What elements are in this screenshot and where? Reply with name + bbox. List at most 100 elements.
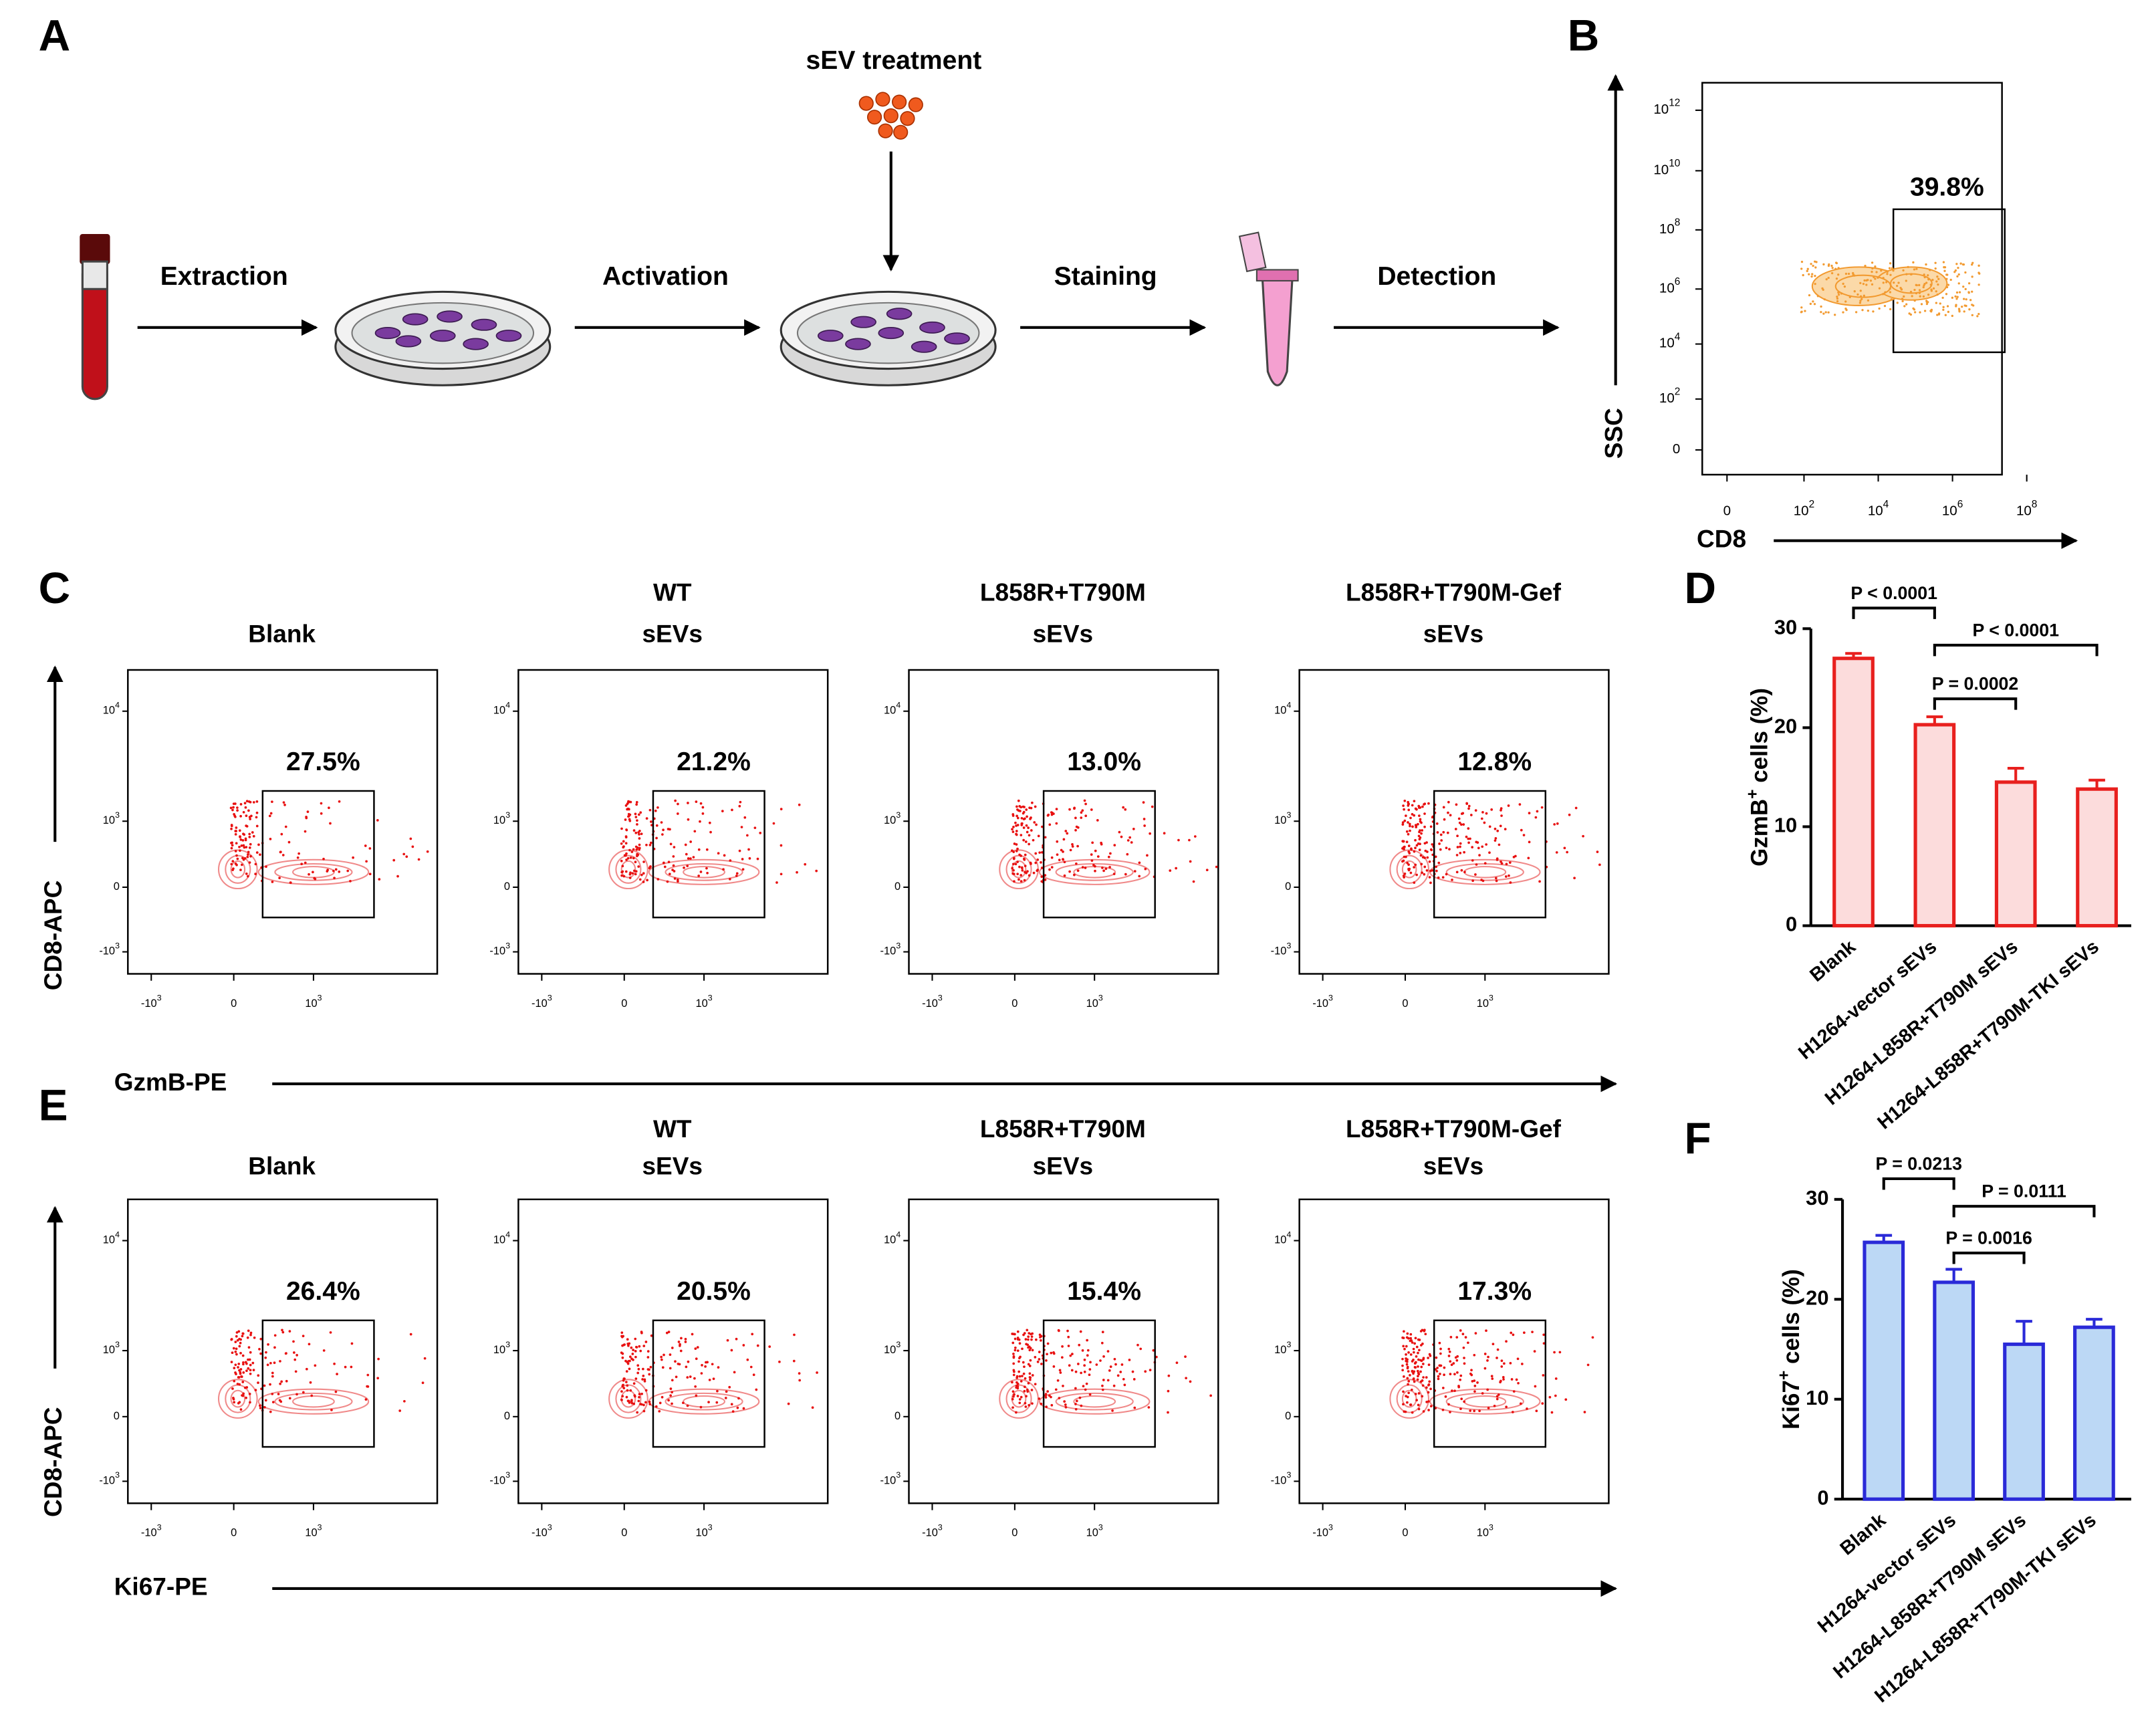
event-dot — [1408, 852, 1411, 854]
tick-base: 0 — [1285, 1410, 1291, 1422]
event-dot — [1028, 1376, 1032, 1379]
event-dot — [1505, 862, 1508, 866]
event-dot — [249, 800, 252, 804]
event-dot — [1058, 1397, 1061, 1399]
event-dot — [1542, 1342, 1546, 1345]
event-dot — [239, 814, 242, 818]
event-dot — [1459, 845, 1461, 848]
event-dot — [724, 1397, 727, 1399]
event-dot — [1403, 1330, 1405, 1333]
event-dot — [1012, 1395, 1015, 1398]
y-axis-label: SSC — [1599, 408, 1627, 459]
event-dot — [1101, 1388, 1104, 1391]
event-dot — [241, 1354, 245, 1357]
event-dot — [1146, 854, 1149, 857]
event-dot — [1068, 870, 1071, 873]
event-dot — [1568, 813, 1571, 816]
event-dot — [1946, 305, 1949, 308]
label-sup: + — [1775, 1371, 1793, 1380]
p-value: P = 0.0111 — [1982, 1181, 2066, 1201]
event-dot — [693, 1377, 696, 1380]
event-dot — [661, 1366, 665, 1369]
event-dot — [1405, 1353, 1407, 1356]
event-dot — [1423, 873, 1426, 876]
contour — [1038, 858, 1151, 885]
event-dot — [640, 873, 643, 877]
event-dot — [1088, 1368, 1092, 1371]
event-dot — [1438, 1341, 1441, 1345]
event-dot — [1030, 1389, 1034, 1391]
group-title: sEVs — [1423, 619, 1484, 647]
event-dot — [1863, 294, 1865, 297]
event-dot — [1024, 864, 1027, 867]
tick-label: -103 — [1271, 1471, 1292, 1487]
event-dot — [675, 1375, 678, 1379]
event-dot — [628, 873, 632, 876]
event-dot — [1943, 266, 1947, 269]
event-dot — [1512, 1333, 1515, 1337]
event-dot — [747, 848, 750, 851]
event-dot — [638, 833, 640, 836]
event-dot — [1477, 846, 1480, 850]
event-dot — [1423, 812, 1426, 815]
event-dot — [245, 1396, 247, 1399]
event-dot — [235, 1335, 238, 1338]
event-dot — [632, 1349, 634, 1351]
event-dot — [1104, 867, 1108, 871]
event-dot — [641, 1378, 644, 1381]
event-dot — [1403, 819, 1407, 822]
contour — [683, 1395, 725, 1408]
group-title: Blank — [248, 1151, 316, 1179]
event-dot — [277, 1393, 280, 1395]
event-dot — [1142, 801, 1145, 804]
event-dot — [1428, 876, 1431, 879]
tick-exponent: 3 — [157, 994, 162, 1003]
event-dot — [660, 1358, 663, 1361]
event-dot — [1955, 291, 1959, 294]
event-dot — [1965, 298, 1967, 301]
gate-percent: 39.8% — [1910, 172, 1984, 201]
event-dot — [1483, 1353, 1487, 1355]
event-dot — [1083, 1370, 1086, 1373]
event-dot — [1427, 1391, 1430, 1394]
event-dot — [1443, 1373, 1445, 1377]
event-dot — [259, 1407, 262, 1409]
event-dot — [330, 1408, 333, 1411]
tick-base: 0 — [621, 1527, 627, 1539]
event-dot — [1837, 294, 1840, 296]
event-dot — [1421, 1329, 1424, 1332]
event-dot — [1016, 1338, 1020, 1341]
event-dot — [667, 1399, 670, 1402]
event-dot — [1476, 1381, 1479, 1384]
event-dot — [1058, 858, 1061, 862]
event-dot — [1478, 854, 1481, 856]
event-dot — [1060, 848, 1063, 852]
event-dot — [247, 850, 250, 854]
event-dot — [1044, 1396, 1048, 1399]
event-dot — [1112, 1384, 1116, 1387]
event-dot — [1040, 1363, 1043, 1365]
event-dot — [620, 871, 623, 874]
event-dot — [1033, 821, 1036, 824]
event-dot — [1436, 1367, 1439, 1369]
event-dot — [421, 1381, 425, 1385]
event-dot — [1138, 861, 1141, 864]
event-dot — [1038, 1351, 1041, 1354]
event-dot — [1912, 261, 1915, 264]
event-dot — [1067, 1345, 1070, 1347]
event-dot — [1840, 292, 1843, 295]
event-dot — [263, 1405, 266, 1409]
event-dot — [1963, 304, 1966, 307]
tick-label: 1010 — [1653, 158, 1680, 178]
tick-base: 0 — [504, 881, 510, 893]
event-dot — [1485, 1329, 1487, 1333]
event-dot — [645, 843, 648, 846]
event-dot — [1836, 298, 1839, 300]
event-dot — [636, 1371, 640, 1375]
event-dot — [287, 840, 291, 844]
event-dot — [235, 842, 238, 845]
tick-exponent: 3 — [708, 994, 713, 1003]
tick-base: 0 — [1402, 1527, 1408, 1539]
event-dot — [1456, 834, 1459, 838]
event-dot — [1057, 1329, 1060, 1332]
